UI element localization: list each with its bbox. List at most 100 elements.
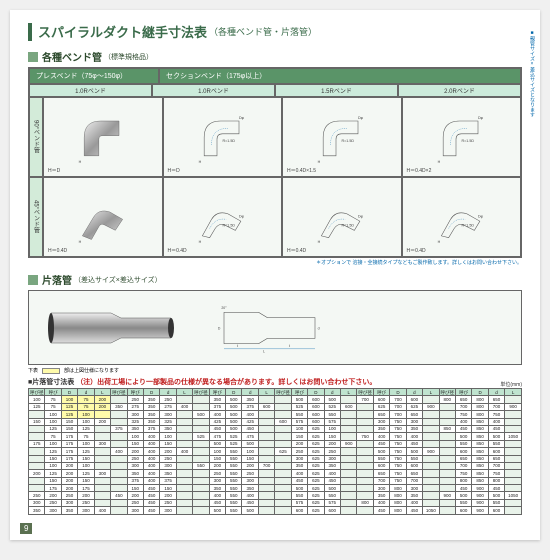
table-header: 呼び xyxy=(127,389,143,396)
table-cell xyxy=(275,440,291,447)
table-cell: 300 xyxy=(45,507,61,514)
table-cell: 200 xyxy=(242,462,258,469)
table-cell: 200 xyxy=(291,440,307,447)
table-cell: 550 xyxy=(226,507,242,514)
table-cell xyxy=(29,448,45,455)
table-cell xyxy=(94,485,110,492)
table-cell: 625 xyxy=(308,470,324,477)
table-cell: 125 xyxy=(78,448,94,455)
table-cell xyxy=(505,396,522,403)
svg-text:R=1.5D: R=1.5D xyxy=(222,139,235,143)
table-cell: 850 xyxy=(472,418,488,425)
table-cell xyxy=(341,455,357,462)
table-cell: 500 xyxy=(455,492,471,499)
table-cell: 350 xyxy=(111,403,127,410)
table-cell: 200 xyxy=(94,403,110,410)
bend-cell: R=1.5DDφHH＝0.4D xyxy=(163,177,283,257)
dim-caption: H＝0.4D×1.5 xyxy=(287,167,316,174)
table-cell xyxy=(357,485,373,492)
table-header: D xyxy=(226,389,242,396)
table-cell: 300 xyxy=(291,455,307,462)
table-cell: 200 xyxy=(61,485,77,492)
table-cell xyxy=(176,440,192,447)
reducer-side-note: ■親管サイズ×差込サイズとなります xyxy=(529,30,536,117)
table-cell xyxy=(94,462,110,469)
table-cell: 600 xyxy=(373,396,389,403)
table-cell: 450 xyxy=(143,492,159,499)
table-cell: 750 xyxy=(390,477,406,484)
table-cell: 650 xyxy=(455,396,471,403)
table-cell: 150 xyxy=(127,440,143,447)
table-cell: 700 xyxy=(406,477,422,484)
svg-text:ℓ: ℓ xyxy=(289,344,291,348)
table-cell: 550 xyxy=(226,455,242,462)
table-cell: 325 xyxy=(127,418,143,425)
table-cell: 375 xyxy=(242,403,258,410)
table-cell xyxy=(439,433,455,440)
table-cell: 75 xyxy=(78,396,94,403)
table-cell xyxy=(275,403,291,410)
table-cell: 450 xyxy=(324,477,340,484)
table-header: D xyxy=(472,389,488,396)
table-cell: 625 xyxy=(406,403,422,410)
table-cell: 150 xyxy=(324,433,340,440)
table-cell xyxy=(176,396,192,403)
table-cell xyxy=(258,396,274,403)
svg-text:d: d xyxy=(318,326,320,330)
svg-text:R=1.5D: R=1.5D xyxy=(222,223,235,227)
table-cell: 600 xyxy=(455,448,471,455)
table-cell: 650 xyxy=(373,411,389,418)
table-cell: 350 xyxy=(373,425,389,432)
legend-label: 下表 xyxy=(28,367,38,374)
table-cell: 550 xyxy=(455,440,471,447)
dim-caption: H＝0.4D xyxy=(48,247,67,254)
table-cell: 800 xyxy=(455,477,471,484)
table-cell xyxy=(505,477,522,484)
table-cell xyxy=(111,507,127,514)
table-cell: 125 xyxy=(29,403,45,410)
table-cell: 750 xyxy=(390,470,406,477)
table-cell xyxy=(111,499,127,506)
table-cell xyxy=(505,448,522,455)
table-cell: 250 xyxy=(127,499,143,506)
table-cell: 250 xyxy=(160,396,176,403)
svg-text:R=1.5D: R=1.5D xyxy=(461,223,474,227)
table-cell: 450 xyxy=(111,492,127,499)
table-cell: 175 xyxy=(78,485,94,492)
table-cell: 700 xyxy=(455,462,471,469)
table-cell: 650 xyxy=(488,396,504,403)
table-cell: 350 xyxy=(143,403,159,410)
table-cell: 575 xyxy=(324,499,340,506)
table-cell xyxy=(193,440,209,447)
table-cell: 750 xyxy=(357,433,373,440)
table-cell: 800 xyxy=(439,396,455,403)
table-cell: 200 xyxy=(78,492,94,499)
table-cell xyxy=(275,433,291,440)
row-label-45: 45°ベンド管 xyxy=(29,177,43,257)
table-cell: 550 xyxy=(488,499,504,506)
svg-text:H: H xyxy=(198,240,201,244)
table-cell: 200 xyxy=(127,492,143,499)
table-header: D xyxy=(61,389,77,396)
row-label-90: 90°ベンド管 xyxy=(29,97,43,177)
table-cell: 850 xyxy=(472,477,488,484)
table-cell: 600 xyxy=(308,403,324,410)
table-cell: 250 xyxy=(61,492,77,499)
table-cell: 125 xyxy=(45,470,61,477)
table-cell: 175 xyxy=(61,440,77,447)
table-cell: 350 xyxy=(324,462,340,469)
table-cell: 250 xyxy=(324,448,340,455)
table-cell xyxy=(357,455,373,462)
section1-title: 各種ベンド管 xyxy=(42,49,102,64)
svg-text:Dφ: Dφ xyxy=(478,214,484,218)
table-cell xyxy=(94,425,110,432)
table-cell: 300 xyxy=(209,477,225,484)
table-cell: 200 xyxy=(61,477,77,484)
table-cell: 500 xyxy=(324,485,340,492)
table-cell xyxy=(275,492,291,499)
section-marker-icon xyxy=(28,52,38,62)
table-cell: 400 xyxy=(176,403,192,410)
table-cell: 100 xyxy=(78,418,94,425)
table-cell: 175 xyxy=(45,485,61,492)
table-cell: 625 xyxy=(308,462,324,469)
